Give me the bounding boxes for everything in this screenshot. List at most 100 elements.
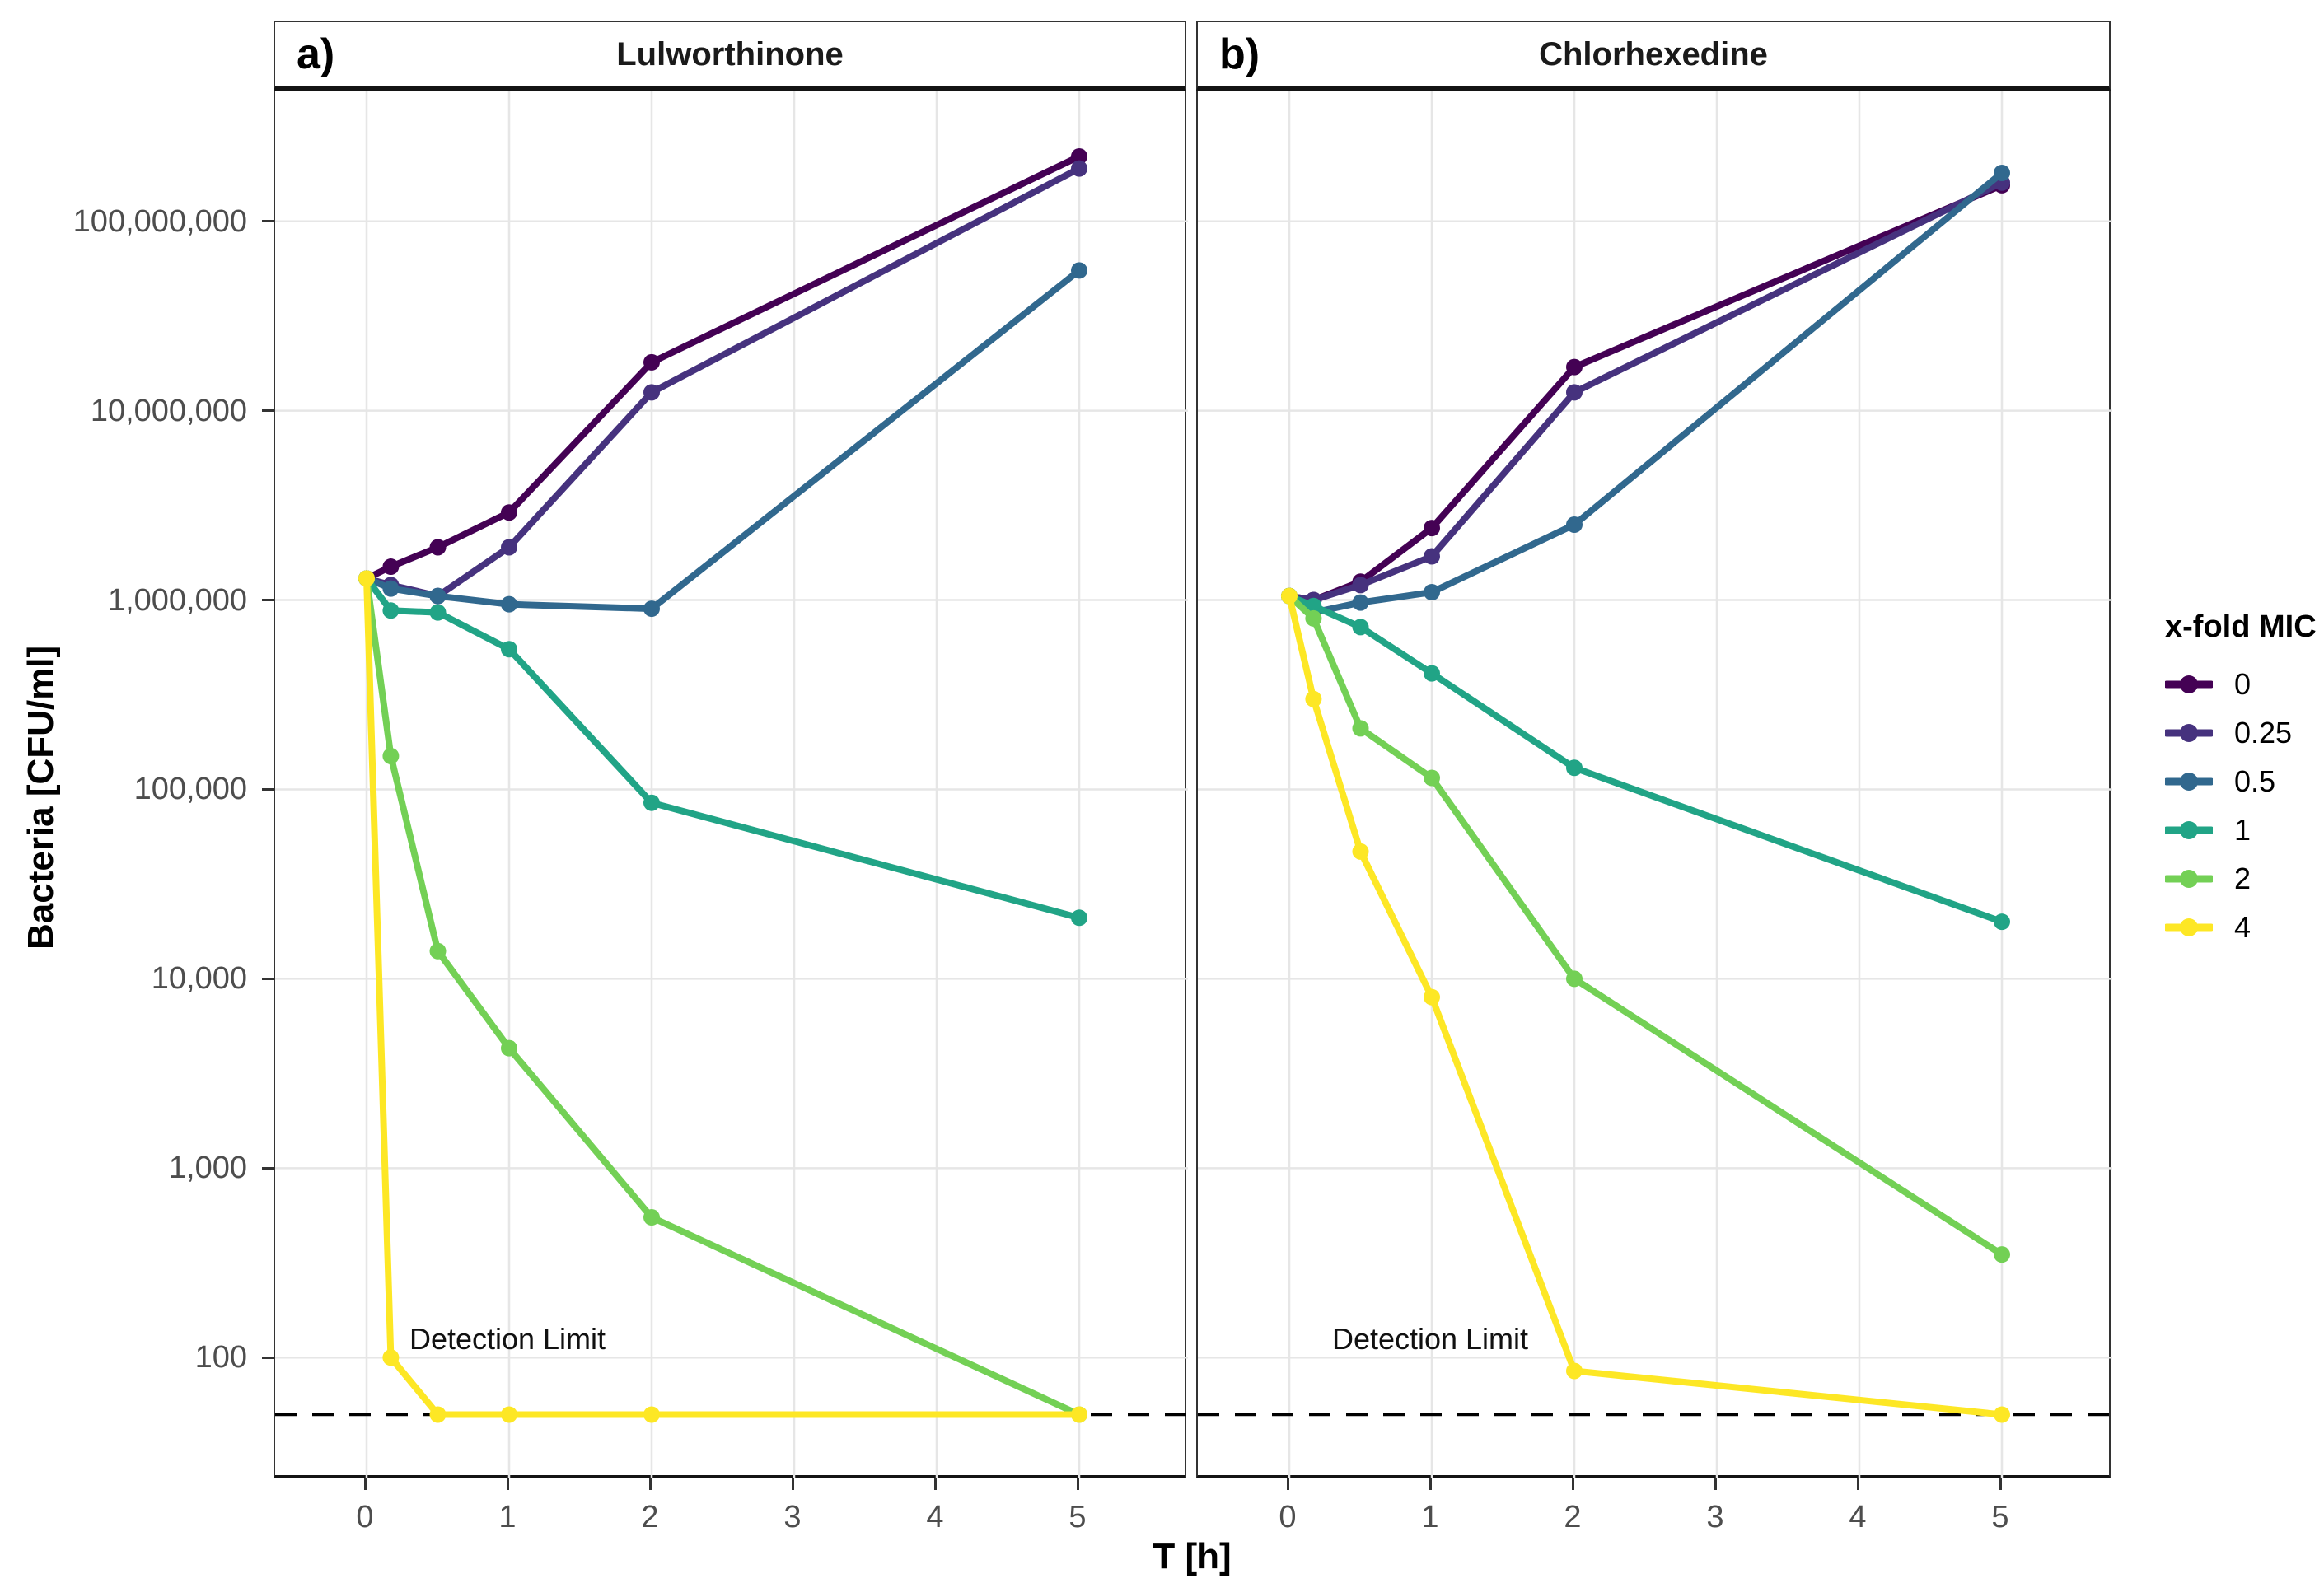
x-axis-title: T [h] [1153,1536,1232,1576]
data-point-mic-4 [1994,1406,2010,1423]
x-tick-label: 0 [1279,1500,1297,1534]
data-point-mic-0.5 [643,600,660,618]
y-tick-mark [262,599,274,602]
legend-title: x-fold MIC [2165,609,2317,644]
legend-entries: 0 0.25 0.5 1 2 4 [2165,668,2322,960]
y-tick-label: 1,000 [168,1151,247,1186]
x-tick-mark [1286,1478,1289,1490]
data-point-mic-0.25 [1424,548,1440,565]
x-tick-mark [506,1478,509,1490]
detection-limit-label-b: Detection Limit [1331,1322,1529,1356]
legend-entry-label: 0 [2234,667,2252,701]
data-point-mic-0 [1071,147,1087,165]
x-tick-mark [1429,1478,1432,1490]
data-point-mic-2 [429,942,447,960]
detection-limit-label-a: Detection Limit [409,1322,606,1356]
data-point-mic-4 [1071,1406,1087,1423]
legend: x-fold MIC 0 0.25 0.5 1 2 4 [2165,609,2322,960]
data-point-mic-1 [1071,909,1087,927]
y-tick-mark [262,1356,274,1359]
data-point-mic-1 [429,604,447,621]
panel-b-plot-area [1196,91,2112,1478]
series-line-mic-0.25 [1286,179,2005,604]
data-point-mic-4 [382,1349,400,1366]
series-line-mic-4 [363,575,1083,1418]
y-tick-mark [262,977,274,980]
legend-key-icon [2165,821,2213,839]
x-tick-label: 4 [1849,1500,1867,1534]
x-tick-mark [1076,1478,1079,1490]
legend-entry-label: 2 [2234,862,2252,895]
data-point-mic-0.5 [1424,584,1440,601]
x-tick-mark [1999,1478,2002,1490]
data-point-mic-4 [1566,1362,1583,1380]
legend-entry-mic-0.25: 0.25 [2165,717,2322,749]
panel-a-chart-canvas [275,91,1188,1478]
data-point-mic-4 [1281,587,1298,605]
series-line-mic-4 [1286,592,2005,1418]
data-point-mic-2 [643,1209,660,1226]
legend-entry-label: 0.5 [2234,764,2276,798]
data-point-mic-0.5 [1071,262,1087,279]
data-point-mic-0.5 [1994,164,2010,181]
data-point-mic-0 [1424,520,1440,537]
data-point-mic-0.25 [501,539,517,556]
series-line-mic-2 [363,575,1083,1418]
y-tick-mark [262,409,274,413]
legend-entry-label: 1 [2234,813,2252,847]
data-point-mic-1 [501,641,517,658]
data-point-mic-2 [1566,970,1583,988]
data-point-mic-4 [1424,988,1440,1006]
data-point-mic-0.5 [429,587,447,605]
data-point-mic-0 [501,504,517,521]
legend-entry-mic-0: 0 [2165,668,2322,701]
x-tick-label: 5 [1068,1500,1087,1534]
panel-b-strip: b) Chlorhexedine [1196,21,2111,91]
series-line-mic-0.5 [1286,169,2005,616]
y-tick-label: 1,000,000 [107,582,247,618]
panel-a-title: Lulworthinone [616,36,844,72]
panel-a-strip: a) Lulworthinone [274,21,1186,91]
y-tick-mark [262,1166,274,1170]
y-tick-label: 10,000,000 [90,393,247,428]
data-point-mic-1 [1424,665,1440,682]
series-line-mic-1 [1286,592,2005,926]
data-point-mic-0.5 [1352,594,1369,611]
x-tick-mark [363,1478,367,1490]
x-tick-mark [648,1478,652,1490]
series-line-mic-1 [363,575,1083,922]
panel-a-tag: a) [297,30,335,78]
panel-a-plot-area [274,91,1188,1478]
y-tick-label: 100,000 [133,772,247,807]
data-point-mic-0.25 [643,384,660,401]
data-point-mic-1 [382,602,400,619]
x-tick-label: 5 [1991,1500,2009,1534]
y-axis-title: Bacteria [CFU/ml] [21,645,61,950]
x-tick-mark [933,1478,937,1490]
x-tick-label: 2 [641,1500,659,1534]
data-point-mic-2 [1305,609,1322,627]
data-point-mic-0.5 [501,595,517,613]
x-tick-mark [1856,1478,1859,1490]
legend-entry-label: 4 [2234,910,2252,944]
legend-key-icon [2165,918,2213,936]
data-point-mic-2 [1994,1246,2010,1263]
legend-entry-mic-1: 1 [2165,814,2322,847]
y-tick-mark [262,220,274,223]
legend-entry-label: 0.25 [2234,716,2293,749]
legend-key-icon [2165,724,2213,742]
data-point-mic-1 [643,794,660,811]
x-tick-mark [1571,1478,1574,1490]
data-point-mic-1 [1352,619,1369,636]
panel-b-title: Chlorhexedine [1539,36,1768,72]
data-point-mic-4 [1352,843,1369,860]
data-point-mic-4 [643,1406,660,1423]
x-tick-label: 0 [356,1500,374,1534]
data-point-mic-1 [1994,913,2010,931]
data-point-mic-2 [1424,769,1440,787]
x-tick-mark [1714,1478,1717,1490]
data-point-mic-0 [643,353,660,371]
legend-key-icon [2165,773,2213,791]
data-point-mic-1 [1566,759,1583,777]
